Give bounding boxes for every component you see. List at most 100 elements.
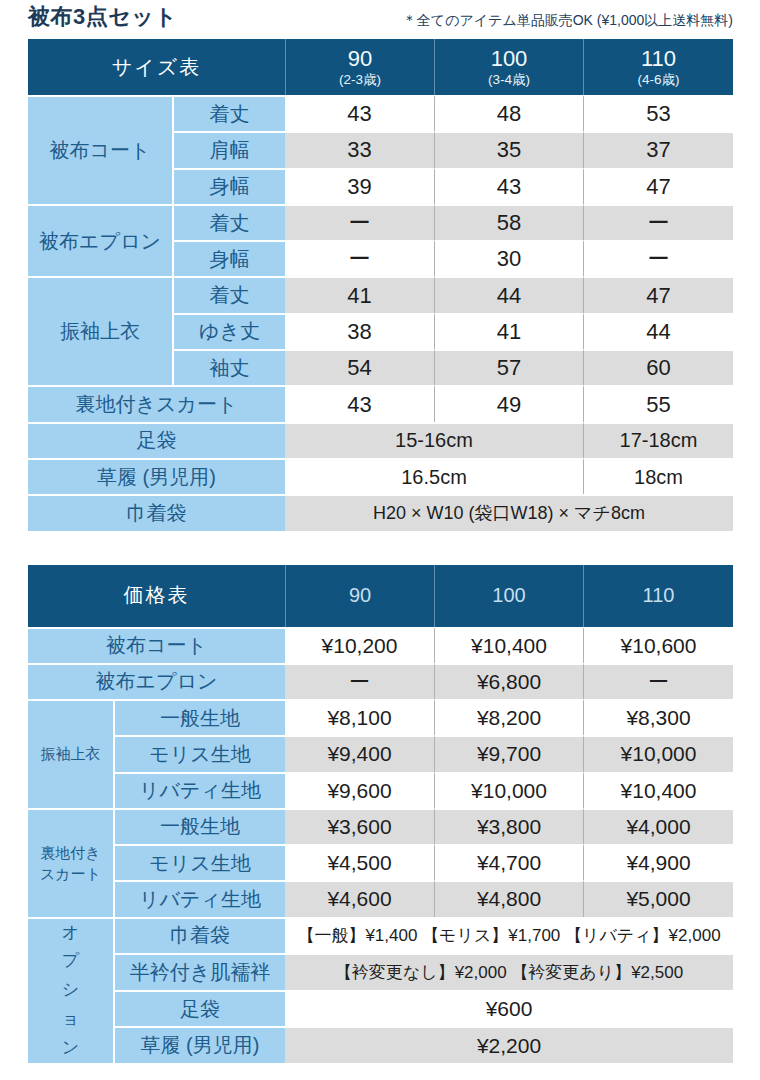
table-row: リバティ生地¥9,600¥10,000¥10,400: [28, 772, 733, 808]
value-cell: 43: [285, 95, 434, 131]
table-row: 被布エプロン着丈ー58ー: [28, 204, 733, 240]
value-cell: 54: [285, 349, 434, 385]
value-cell: 57: [434, 349, 583, 385]
value-cell: 43: [285, 385, 434, 421]
label-kinchaku: 巾着袋: [28, 494, 285, 530]
label-haneri-juban: 半衿付き肌襦袢: [113, 953, 285, 990]
value-cell: 41: [285, 276, 434, 312]
value-cell: 38: [285, 313, 434, 349]
value-cell: ¥6,800: [434, 663, 583, 699]
age-label: (4-6歳): [584, 72, 733, 89]
value-cell: 15-16cm: [285, 422, 583, 458]
value-cell: 33: [285, 131, 434, 167]
value-cell: 41: [434, 313, 583, 349]
label-furisode-top: 振袖上衣: [28, 276, 172, 385]
column-header-100: 100: [434, 565, 583, 627]
label-cell: ゆき丈: [172, 313, 285, 349]
age-label: (2-3歳): [286, 72, 434, 89]
value-cell: ー: [285, 240, 434, 276]
label-cell: リバティ生地: [113, 880, 285, 916]
label-cell: 着丈: [172, 95, 285, 131]
table-row: 裏地付きスカート一般生地¥3,600¥3,800¥4,000: [28, 808, 733, 844]
table-row: オプション巾着袋【一般】¥1,400 【モリス】¥1,700 【リバティ】¥2,…: [28, 917, 733, 954]
value-cell: ¥8,100: [285, 699, 434, 735]
page-header: 被布3点セット ＊全てのアイテム単品販売OK (¥1,000以上送料無料): [28, 7, 733, 32]
value-cell: 【一般】¥1,400 【モリス】¥1,700 【リバティ】¥2,000: [285, 917, 733, 954]
value-cell: 49: [434, 385, 583, 421]
value-cell: 30: [434, 240, 583, 276]
value-cell: 39: [285, 168, 434, 204]
value-cell: 43: [434, 168, 583, 204]
size-label: 100: [435, 583, 583, 608]
label-cell: 肩幅: [172, 131, 285, 167]
label-hifu-coat: 被布コート: [28, 95, 172, 204]
value-cell: ¥3,600: [285, 808, 434, 844]
value-cell: ¥600: [285, 990, 733, 1027]
value-cell: 44: [583, 313, 733, 349]
value-cell: H20 × W10 (袋口W18) × マチ8cm: [285, 494, 733, 530]
table-row: 半衿付き肌襦袢【衿変更なし】¥2,000 【衿変更あり】¥2,500: [28, 953, 733, 990]
value-cell: ¥10,000: [434, 772, 583, 808]
label-zori: 草履 (男児用): [113, 1026, 285, 1063]
label-tabi: 足袋: [113, 990, 285, 1027]
table-row: 足袋¥600: [28, 990, 733, 1027]
value-cell: ー: [285, 204, 434, 240]
value-cell: ¥10,600: [583, 627, 733, 663]
column-header-100: 100(3-4歳): [434, 39, 583, 95]
value-cell: 60: [583, 349, 733, 385]
value-cell: ー: [583, 240, 733, 276]
table-row: 裏地付きスカート434955: [28, 385, 733, 421]
value-cell: ¥4,800: [434, 880, 583, 916]
value-cell: ¥9,700: [434, 735, 583, 771]
value-cell: ー: [583, 204, 733, 240]
value-cell: ¥4,700: [434, 844, 583, 880]
value-cell: 47: [583, 168, 733, 204]
value-cell: ー: [285, 663, 434, 699]
label-options: オプション: [28, 917, 113, 1063]
value-cell: 44: [434, 276, 583, 312]
header-row: サイズ表90(2-3歳)100(3-4歳)110(4-6歳): [28, 39, 733, 95]
label-hifu-apron: 被布エプロン: [28, 204, 172, 277]
label-hifu-apron: 被布エプロン: [28, 663, 285, 699]
table-row: 被布コート着丈434853: [28, 95, 733, 131]
value-cell: ¥8,300: [583, 699, 733, 735]
page-title: 被布3点セット: [28, 2, 177, 32]
value-cell: 37: [583, 131, 733, 167]
table-row: 巾着袋H20 × W10 (袋口W18) × マチ8cm: [28, 494, 733, 530]
label-cell: 一般生地: [113, 808, 285, 844]
label-lined-skirt: 裏地付きスカート: [28, 385, 285, 421]
sales-note: ＊全てのアイテム単品販売OK (¥1,000以上送料無料): [403, 12, 733, 32]
label-cell: モリス生地: [113, 844, 285, 880]
table-row: 足袋15-16cm17-18cm: [28, 422, 733, 458]
size-label: 100: [435, 45, 583, 73]
value-cell: ¥9,400: [285, 735, 434, 771]
value-cell: ¥10,200: [285, 627, 434, 663]
value-cell: ー: [583, 663, 733, 699]
column-header-110: 110: [583, 565, 733, 627]
value-cell: ¥10,400: [434, 627, 583, 663]
value-cell: ¥4,500: [285, 844, 434, 880]
value-cell: ¥4,000: [583, 808, 733, 844]
value-cell: 47: [583, 276, 733, 312]
label-tabi: 足袋: [28, 422, 285, 458]
value-cell: 48: [434, 95, 583, 131]
table-row: 草履 (男児用)¥2,200: [28, 1026, 733, 1063]
label-cell: モリス生地: [113, 735, 285, 771]
size-label: 90: [286, 583, 434, 608]
value-cell: 53: [583, 95, 733, 131]
table-row: 被布エプロンー¥6,800ー: [28, 663, 733, 699]
label-cell: 着丈: [172, 276, 285, 312]
header-row: 価格表90100110: [28, 565, 733, 627]
label-cell: 着丈: [172, 204, 285, 240]
value-cell: 55: [583, 385, 733, 421]
size-table: サイズ表90(2-3歳)100(3-4歳)110(4-6歳)被布コート着丈434…: [28, 39, 733, 531]
label-cell: 身幅: [172, 168, 285, 204]
table-row: リバティ生地¥4,600¥4,800¥5,000: [28, 880, 733, 916]
column-header-90: 90: [285, 565, 434, 627]
label-kinchaku: 巾着袋: [113, 917, 285, 954]
size-label: 110: [584, 583, 733, 608]
label-lined-skirt: 裏地付きスカート: [28, 808, 113, 917]
label-cell: 身幅: [172, 240, 285, 276]
age-label: (3-4歳): [435, 72, 583, 89]
value-cell: ¥2,200: [285, 1026, 733, 1063]
